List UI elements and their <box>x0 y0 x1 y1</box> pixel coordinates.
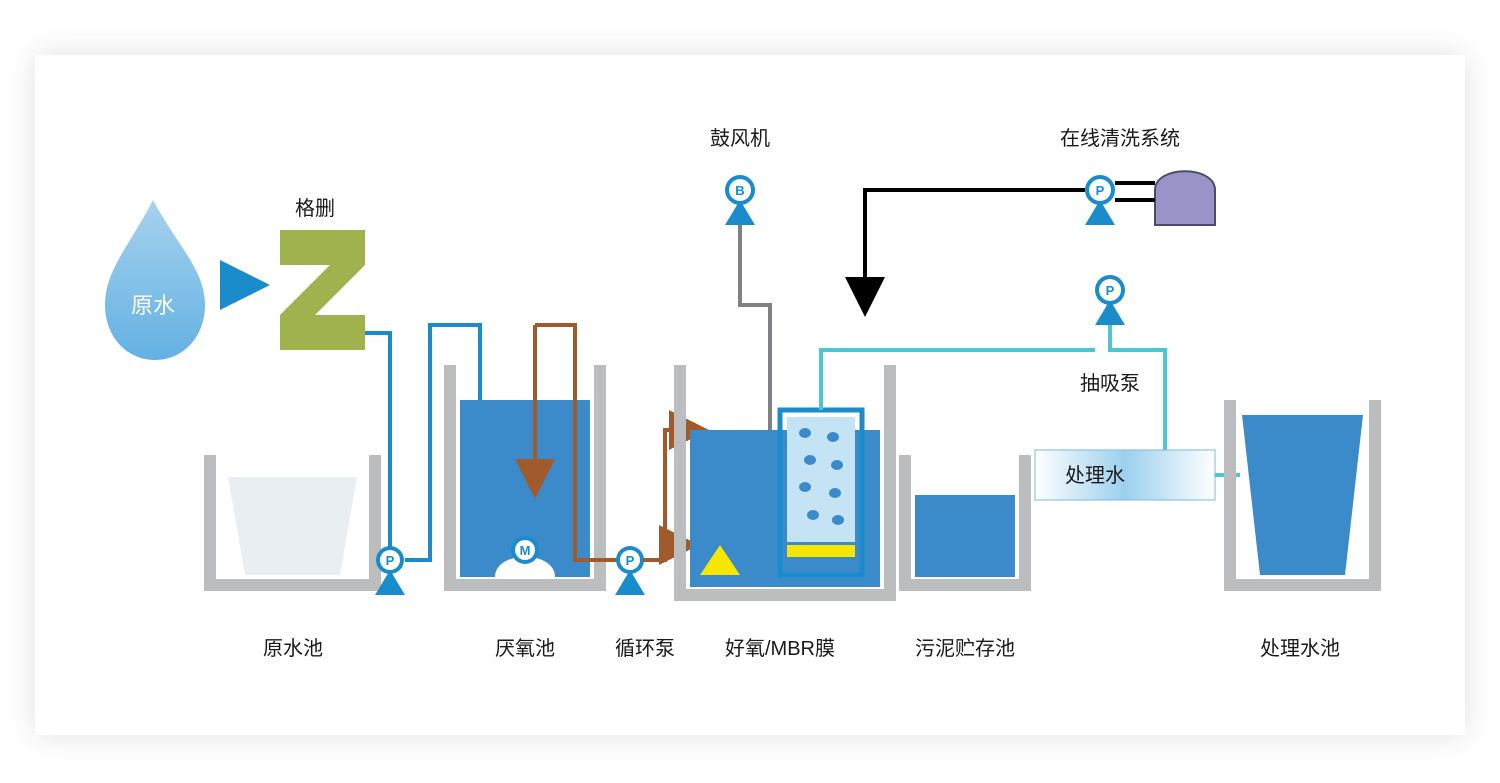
tank5-label: 污泥贮存池 <box>915 637 1015 660</box>
svg-text:P: P <box>1096 183 1105 198</box>
suction-pump-label: 抽吸泵 <box>1080 372 1140 395</box>
tank2-label: 厌氧池 <box>495 637 555 660</box>
svg-text:P: P <box>626 553 635 568</box>
diagram-card: 原水 格删 P <box>35 55 1465 735</box>
cleaning-tank <box>1155 171 1215 225</box>
tank3-label: 循环泵 <box>615 637 675 660</box>
pump-suction: P <box>1095 275 1125 325</box>
svg-text:处理水: 处理水 <box>1065 464 1125 487</box>
tank1-label: 原水池 <box>263 637 323 660</box>
cleaning-label: 在线清洗系统 <box>1060 127 1180 150</box>
svg-text:B: B <box>735 183 744 198</box>
raw-water-label: 原水 <box>131 293 175 318</box>
raw-water-drop: 原水 <box>105 200 205 360</box>
tank4-label: 好氧/MBR膜 <box>725 637 835 660</box>
tank-treated <box>1230 400 1375 585</box>
svg-text:P: P <box>1106 283 1115 298</box>
pipe-cyan <box>821 350 1095 410</box>
pump-cleaning: P <box>1085 175 1115 225</box>
flow-diagram: 原水 格删 P <box>35 55 1465 735</box>
tank-sludge <box>905 455 1025 585</box>
pipe-cleaning <box>865 190 1085 313</box>
blower-label: 鼓风机 <box>710 127 770 150</box>
svg-text:P: P <box>386 553 395 568</box>
tank-raw-water <box>210 455 375 585</box>
pump-p2: P <box>615 546 645 595</box>
svg-text:M: M <box>520 543 531 558</box>
screen-label: 格删 <box>295 197 335 220</box>
tank-mbr <box>680 365 890 595</box>
screen-icon <box>280 230 365 350</box>
treated-water-box: 处理水 <box>1035 450 1215 500</box>
tank-anaerobic: M <box>450 365 600 585</box>
tank6-label: 处理水池 <box>1260 637 1340 660</box>
blower-pump: B <box>725 175 755 225</box>
